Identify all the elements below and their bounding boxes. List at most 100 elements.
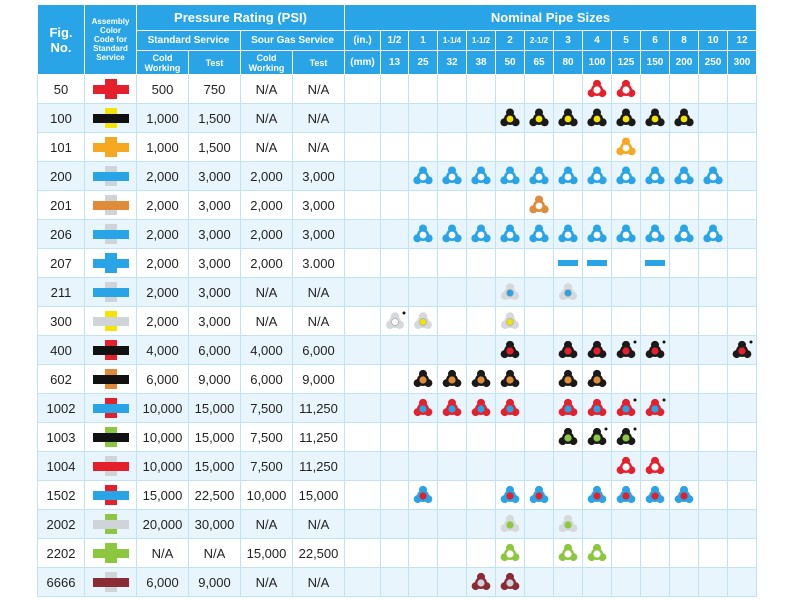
hammer-union-icon — [587, 485, 607, 504]
pipe-size-cell — [640, 103, 670, 133]
table-row: 50 500 750 N/A N/A — [37, 74, 757, 104]
hammer-union-icon — [558, 108, 578, 127]
pipe-size-cell — [524, 538, 554, 568]
pipe-size-cell — [553, 74, 583, 104]
hammer-union-icon — [587, 340, 607, 359]
pipe-size-cell — [727, 509, 757, 539]
triangle-union-icon — [559, 283, 577, 300]
std-test-cell: 3,000 — [188, 190, 241, 220]
pipe-size-cell — [524, 306, 554, 336]
pipe-size-cell — [582, 219, 612, 249]
pipe-size-cell — [698, 219, 728, 249]
pipe-size-cell — [698, 538, 728, 568]
assembly-color-swatch — [92, 137, 129, 157]
pipe-size-cell — [669, 161, 699, 191]
pipe-size-cell — [437, 451, 467, 481]
pipe-size-cell — [408, 219, 438, 249]
pipe-size-cell — [380, 509, 409, 539]
std-cold-working-cell: 2,000 — [136, 219, 189, 249]
pipe-size-cell — [669, 277, 699, 307]
pipe-size-cell — [611, 451, 641, 481]
pipe-size-cell — [408, 190, 438, 220]
pipe-size-cell — [611, 567, 641, 597]
pipe-size-cell — [582, 422, 612, 452]
pipe-size-cell — [640, 509, 670, 539]
sour-test-cell: 22,500 — [292, 538, 345, 568]
pipe-size-cell — [437, 277, 467, 307]
cold-label: Cold — [152, 52, 173, 63]
pipe-size-cell — [553, 190, 583, 220]
table-row: 207 2,000 3,000 2,000 3.000 — [37, 248, 757, 278]
pipe-size-cell — [466, 335, 496, 365]
hammer-union-icon — [471, 369, 491, 388]
hammer-union-icon — [645, 224, 665, 243]
pipe-size-cell — [727, 248, 757, 278]
pipe-size-cell — [611, 480, 641, 510]
pipe-size-cell — [553, 451, 583, 481]
assembly-color-swatch — [92, 514, 129, 534]
pipe-size-cell — [611, 190, 641, 220]
size-in-header: 2 — [495, 30, 525, 51]
size-mm-header: 250 — [698, 50, 728, 75]
size-in-header: 5 — [611, 30, 641, 51]
pipe-size-cell — [437, 132, 467, 162]
pipe-size-cell — [582, 335, 612, 365]
std-test-cell: 3,000 — [188, 277, 241, 307]
hammer-union-icon — [500, 398, 520, 417]
std-test-cell: 3,000 — [188, 248, 241, 278]
std-cold-working-cell: 2,000 — [136, 306, 189, 336]
std-test-cell: 15,000 — [188, 451, 241, 481]
pipe-size-cell — [495, 538, 525, 568]
triangle-union-icon — [414, 312, 432, 329]
pipe-size-cell — [524, 480, 554, 510]
hammer-union-icon — [732, 340, 753, 359]
pipe-size-cell — [582, 190, 612, 220]
unit-spacer-cell — [344, 567, 381, 597]
pipe-size-cell — [698, 422, 728, 452]
pipe-size-cell — [611, 306, 641, 336]
fig-number-cell: 211 — [37, 277, 85, 307]
pipe-size-cell — [380, 306, 409, 336]
pipe-size-cell — [727, 422, 757, 452]
pipe-size-cell — [611, 74, 641, 104]
size-in-header: 12 — [727, 30, 757, 51]
unit-spacer-cell — [344, 364, 381, 394]
sour-test-cell: 11,250 — [292, 451, 345, 481]
sour-cold-working-cell: 4,000 — [240, 335, 293, 365]
pipe-size-cell — [495, 567, 525, 597]
pipe-size-cell — [727, 161, 757, 191]
table-row: 1004 10,000 15,000 7,500 11,250 — [37, 451, 757, 481]
pipe-size-cell — [669, 132, 699, 162]
assembly-color-cell — [84, 509, 137, 539]
unit-spacer-cell — [344, 219, 381, 249]
pipe-size-cell — [408, 480, 438, 510]
pipe-size-cell — [408, 103, 438, 133]
pipe-size-cell — [640, 190, 670, 220]
pipe-size-cell — [640, 480, 670, 510]
size-mm-header: 150 — [640, 50, 670, 75]
size-in-header: 1/2 — [380, 30, 409, 51]
hammer-union-icon — [616, 224, 636, 243]
pipe-size-cell — [495, 277, 525, 307]
std-test-cell: 9,000 — [188, 364, 241, 394]
table-row: 602 6,000 9,000 6,000 9,000 — [37, 364, 757, 394]
pipe-size-cell — [698, 277, 728, 307]
hammer-union-icon — [500, 108, 520, 127]
sour-test-cell: N/A — [292, 74, 345, 104]
pipe-size-cell — [727, 190, 757, 220]
pipe-size-cell — [727, 306, 757, 336]
pipe-size-cell — [466, 422, 496, 452]
table-row: 1502 15,000 22,500 10,000 15,000 — [37, 480, 757, 510]
pipe-size-cell — [524, 219, 554, 249]
pipe-size-cell — [408, 248, 438, 278]
std-test-cell: 750 — [188, 74, 241, 104]
pipe-size-cell — [437, 538, 467, 568]
pipe-size-cell — [408, 509, 438, 539]
std-test-cell: 30,000 — [188, 509, 241, 539]
pipe-size-cell — [495, 393, 525, 423]
assembly-color-swatch — [92, 485, 129, 505]
pipe-size-cell — [437, 306, 467, 336]
pipe-size-cell — [437, 103, 467, 133]
pipe-size-cell — [582, 103, 612, 133]
size-in-header: 1 — [408, 30, 438, 51]
